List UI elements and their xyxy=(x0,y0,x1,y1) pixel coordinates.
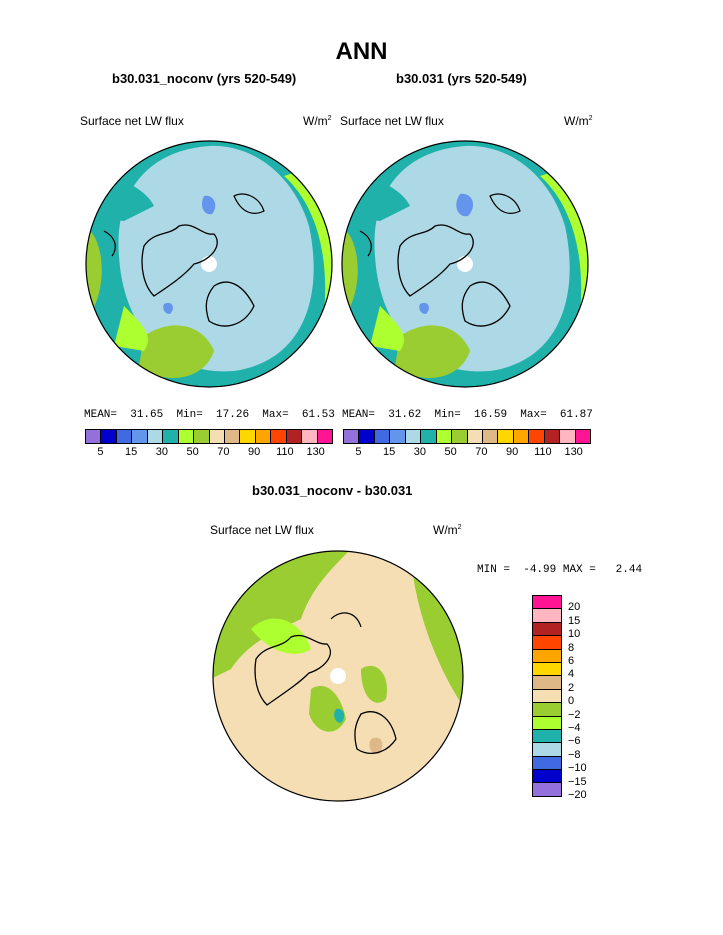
colorbar-tick-label: 30 xyxy=(413,446,426,458)
colorbar-swatch xyxy=(344,430,360,443)
colorbar-swatch xyxy=(513,430,530,443)
colorbar-tick-label: 110 xyxy=(276,446,294,458)
left-panel-title: b30.031_noconv (yrs 520-549) xyxy=(112,71,297,86)
colorbar-swatch xyxy=(533,729,561,744)
colorbar-tick-label: 90 xyxy=(506,446,519,458)
colorbar-tick-label: 20 xyxy=(568,601,581,614)
colorbar-tick-label: 50 xyxy=(444,446,457,458)
colorbar-swatch xyxy=(147,430,164,443)
left-polar-map xyxy=(85,140,333,388)
colorbar-swatch xyxy=(240,430,256,443)
colorbar-swatch xyxy=(533,636,561,650)
colorbar-swatch xyxy=(421,430,437,443)
colorbar-tick-label: 5 xyxy=(97,446,104,458)
diff-polar-map xyxy=(212,550,464,802)
left-colorbar xyxy=(85,429,333,444)
colorbar-swatch xyxy=(224,430,241,443)
page-title: ANN xyxy=(335,38,388,65)
colorbar-swatch xyxy=(533,596,561,610)
colorbar-swatch xyxy=(560,430,576,443)
colorbar-swatch xyxy=(533,649,561,663)
colorbar-tick-label: 10 xyxy=(568,628,581,641)
colorbar-swatch xyxy=(533,689,561,704)
left-stats: MEAN= 31.65 Min= 17.26 Max= 61.53 xyxy=(84,409,335,421)
colorbar-tick-label: −10 xyxy=(568,762,587,775)
colorbar-swatch xyxy=(132,430,148,443)
colorbar-tick-label: 5 xyxy=(355,446,362,458)
colorbar-tick-label: −2 xyxy=(568,708,581,721)
right-panel-title: b30.031 (yrs 520-549) xyxy=(396,71,527,86)
colorbar-tick-label: 15 xyxy=(383,446,396,458)
colorbar-swatch xyxy=(101,430,117,443)
colorbar-tick-label: 30 xyxy=(155,446,168,458)
colorbar-swatch xyxy=(533,770,561,784)
diff-colorbar xyxy=(532,595,562,797)
colorbar-swatch xyxy=(116,430,133,443)
colorbar-swatch xyxy=(498,430,514,443)
colorbar-swatch xyxy=(533,703,561,717)
colorbar-swatch xyxy=(533,662,561,677)
right-units-label: W/m2 xyxy=(564,114,593,128)
colorbar-swatch xyxy=(529,430,545,443)
colorbar-swatch xyxy=(255,430,272,443)
colorbar-swatch xyxy=(533,676,561,690)
colorbar-tick-label: 130 xyxy=(306,446,325,458)
right-colorbar xyxy=(343,429,591,444)
colorbar-swatch xyxy=(209,430,225,443)
colorbar-swatch xyxy=(178,430,195,443)
colorbar-tick-label: 2 xyxy=(568,681,575,694)
colorbar-tick-label: 8 xyxy=(568,641,575,654)
colorbar-tick-label: 90 xyxy=(248,446,261,458)
colorbar-tick-label: 110 xyxy=(534,446,552,458)
colorbar-swatch xyxy=(533,716,561,730)
colorbar-tick-label: 0 xyxy=(568,695,575,708)
left-variable-label: Surface net LW flux xyxy=(80,114,184,128)
colorbar-swatch xyxy=(533,756,561,771)
colorbar-swatch xyxy=(194,430,210,443)
colorbar-swatch xyxy=(533,622,561,637)
colorbar-swatch xyxy=(482,430,499,443)
right-polar-map xyxy=(341,140,589,388)
colorbar-swatch xyxy=(271,430,287,443)
colorbar-swatch xyxy=(163,430,179,443)
colorbar-swatch xyxy=(575,430,590,443)
diff-variable-label: Surface net LW flux xyxy=(210,523,314,537)
colorbar-swatch xyxy=(286,430,303,443)
colorbar-swatch xyxy=(405,430,422,443)
right-variable-label: Surface net LW flux xyxy=(340,114,444,128)
colorbar-swatch xyxy=(467,430,483,443)
diff-units-label: W/m2 xyxy=(433,523,462,537)
colorbar-tick-label: −20 xyxy=(568,789,587,801)
colorbar-tick-label: 15 xyxy=(125,446,138,458)
colorbar-swatch xyxy=(359,430,375,443)
diff-stats: MIN = -4.99 MAX = 2.44 xyxy=(477,564,643,576)
colorbar-tick-label: −4 xyxy=(568,722,581,734)
colorbar-swatch xyxy=(317,430,332,443)
colorbar-tick-label: 6 xyxy=(568,655,575,667)
colorbar-tick-label: −6 xyxy=(568,735,581,748)
left-units-label: W/m2 xyxy=(303,114,332,128)
colorbar-tick-label: −8 xyxy=(568,748,581,761)
diff-title: b30.031_noconv - b30.031 xyxy=(252,483,413,498)
colorbar-tick-label: 4 xyxy=(568,668,575,681)
right-stats: MEAN= 31.62 Min= 16.59 Max= 61.87 xyxy=(342,409,593,421)
colorbar-tick-label: 70 xyxy=(217,446,230,458)
colorbar-swatch xyxy=(533,743,561,757)
colorbar-swatch xyxy=(86,430,102,443)
colorbar-tick-label: −15 xyxy=(568,775,587,788)
colorbar-tick-label: 50 xyxy=(186,446,199,458)
colorbar-swatch xyxy=(302,430,318,443)
colorbar-swatch xyxy=(452,430,468,443)
colorbar-swatch xyxy=(374,430,391,443)
colorbar-swatch xyxy=(390,430,406,443)
colorbar-tick-label: 70 xyxy=(475,446,488,458)
colorbar-tick-label: 15 xyxy=(568,614,581,627)
colorbar-tick-label: 130 xyxy=(564,446,583,458)
colorbar-swatch xyxy=(436,430,453,443)
colorbar-swatch xyxy=(533,609,561,623)
colorbar-swatch xyxy=(544,430,561,443)
colorbar-swatch xyxy=(533,783,561,796)
